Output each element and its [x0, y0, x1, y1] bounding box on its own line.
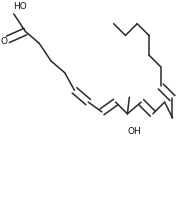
- Text: HO: HO: [13, 2, 26, 11]
- Text: O: O: [0, 37, 7, 46]
- Text: OH: OH: [127, 127, 141, 136]
